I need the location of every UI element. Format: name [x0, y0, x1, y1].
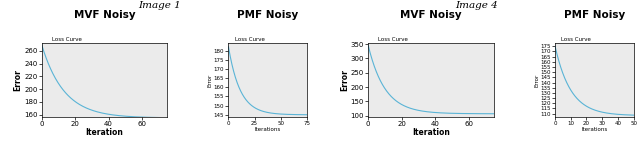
Text: Loss Curve: Loss Curve — [235, 37, 264, 42]
Text: Loss Curve: Loss Curve — [378, 37, 408, 42]
X-axis label: Iterations: Iterations — [581, 127, 607, 132]
Text: Loss Curve: Loss Curve — [561, 37, 591, 42]
Text: PMF Noisy: PMF Noisy — [237, 10, 298, 20]
Text: PMF Noisy: PMF Noisy — [564, 10, 625, 20]
Text: Image 1: Image 1 — [139, 1, 181, 11]
X-axis label: Iterations: Iterations — [255, 127, 281, 132]
Text: MVF Noisy: MVF Noisy — [400, 10, 462, 20]
Text: MVF Noisy: MVF Noisy — [74, 10, 135, 20]
Y-axis label: Error: Error — [340, 69, 349, 91]
X-axis label: Iteration: Iteration — [86, 128, 124, 137]
Y-axis label: Error: Error — [13, 69, 22, 91]
Y-axis label: Error: Error — [534, 73, 539, 87]
Text: Loss Curve: Loss Curve — [52, 37, 81, 42]
Text: Image 4: Image 4 — [456, 1, 498, 11]
X-axis label: Iteration: Iteration — [412, 128, 450, 137]
Y-axis label: Error: Error — [207, 73, 212, 87]
